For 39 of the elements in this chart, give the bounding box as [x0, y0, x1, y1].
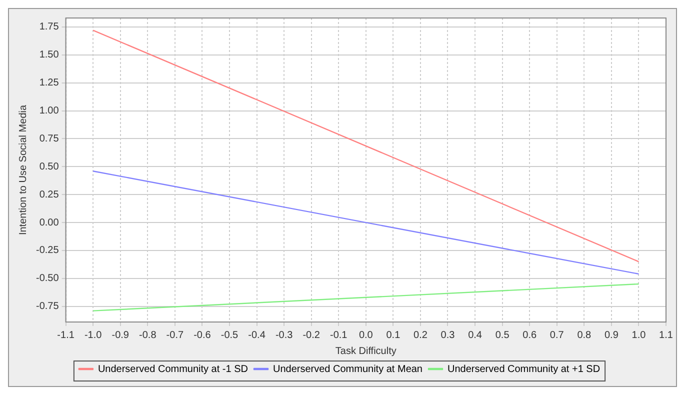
x-tick-label: 0.1 [386, 330, 401, 341]
x-tick-label: 0.3 [440, 330, 456, 341]
x-tick-label: 0.8 [577, 330, 592, 341]
x-tick-label: -1.1 [57, 330, 75, 341]
legend-label: Underserved Community at -1 SD [98, 364, 248, 375]
x-tick-label: -1.0 [84, 330, 102, 341]
y-tick-label: -0.25 [36, 245, 60, 256]
x-tick-label: -0.2 [302, 330, 320, 341]
x-tick-label: -0.5 [220, 330, 239, 341]
x-tick-label: -0.4 [248, 330, 266, 341]
y-tick-label: 0.75 [39, 133, 60, 144]
x-axis-title: Task Difficulty [335, 346, 396, 357]
legend-label: Underserved Community at +1 SD [448, 364, 600, 375]
y-tick-label: 1.50 [39, 50, 60, 61]
x-tick-label: 0.5 [495, 330, 510, 341]
y-tick-label: 0.00 [39, 217, 60, 228]
x-tick-label: -0.1 [330, 330, 348, 341]
x-tick-label: 0.7 [550, 330, 564, 341]
x-tick-label: -0.8 [139, 330, 157, 341]
x-tick-label: 0.2 [414, 330, 428, 341]
y-tick-label: 1.25 [39, 78, 60, 89]
y-tick-label: 0.50 [39, 161, 60, 172]
y-tick-label: 1.75 [39, 22, 60, 33]
x-tick-label: 0.9 [604, 330, 619, 341]
y-tick-label: -0.50 [36, 273, 60, 284]
x-tick-label: -0.7 [166, 330, 184, 341]
x-tick-label: -0.6 [194, 330, 212, 341]
x-tick-label: -0.9 [112, 330, 130, 341]
x-tick-label: 0.4 [468, 330, 482, 341]
y-tick-label: -0.75 [36, 301, 60, 312]
y-tick-label: 1.00 [39, 106, 60, 117]
x-tick-label: 1.1 [659, 330, 674, 341]
x-tick-label: 1.0 [632, 330, 646, 341]
x-tick-label: -0.3 [275, 330, 294, 341]
x-tick-label: 0.6 [522, 330, 537, 341]
y-tick-label: 0.25 [39, 189, 60, 200]
x-tick-label: 0.0 [358, 330, 374, 341]
legend-label: Underserved Community at Mean [272, 364, 423, 375]
y-axis-title: Intention to Use Social Media [18, 104, 29, 236]
